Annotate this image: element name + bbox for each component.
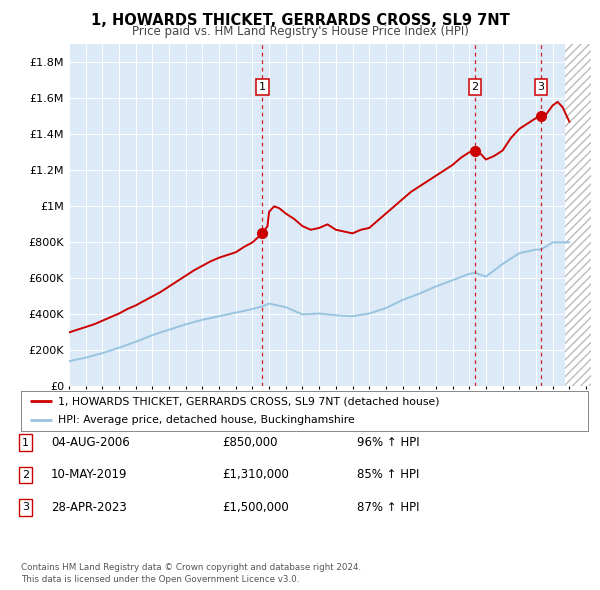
Text: 1, HOWARDS THICKET, GERRARDS CROSS, SL9 7NT (detached house): 1, HOWARDS THICKET, GERRARDS CROSS, SL9 …	[58, 396, 439, 407]
Text: 96% ↑ HPI: 96% ↑ HPI	[357, 436, 419, 449]
Text: 28-APR-2023: 28-APR-2023	[51, 501, 127, 514]
Text: 1, HOWARDS THICKET, GERRARDS CROSS, SL9 7NT: 1, HOWARDS THICKET, GERRARDS CROSS, SL9 …	[91, 13, 509, 28]
Text: 04-AUG-2006: 04-AUG-2006	[51, 436, 130, 449]
Text: 1: 1	[259, 82, 266, 92]
Text: £850,000: £850,000	[222, 436, 277, 449]
Text: 3: 3	[22, 503, 29, 512]
Text: 10-MAY-2019: 10-MAY-2019	[51, 468, 128, 481]
Text: £1,500,000: £1,500,000	[222, 501, 289, 514]
Text: 87% ↑ HPI: 87% ↑ HPI	[357, 501, 419, 514]
Text: 85% ↑ HPI: 85% ↑ HPI	[357, 468, 419, 481]
Text: £1,310,000: £1,310,000	[222, 468, 289, 481]
Text: 2: 2	[22, 470, 29, 480]
Text: Price paid vs. HM Land Registry's House Price Index (HPI): Price paid vs. HM Land Registry's House …	[131, 25, 469, 38]
Text: HPI: Average price, detached house, Buckinghamshire: HPI: Average price, detached house, Buck…	[58, 415, 355, 425]
Text: 1: 1	[22, 438, 29, 447]
Text: 2: 2	[472, 82, 479, 92]
Text: Contains HM Land Registry data © Crown copyright and database right 2024.
This d: Contains HM Land Registry data © Crown c…	[21, 563, 361, 584]
Text: 3: 3	[538, 82, 544, 92]
